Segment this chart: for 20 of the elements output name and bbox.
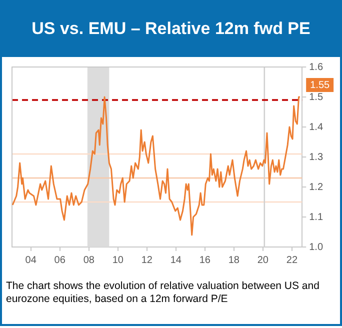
x-tick-label: 10 bbox=[112, 254, 124, 266]
x-tick-label: 06 bbox=[54, 254, 66, 266]
x-tick-label: 14 bbox=[170, 254, 182, 266]
y-tick-label: 1.0 bbox=[309, 242, 324, 253]
x-tick-label: 18 bbox=[228, 254, 240, 266]
x-tick-label: 08 bbox=[83, 254, 95, 266]
text: The chart shows the evolution of relative valuation between US and eurozone equities, based on a 12m forward P/E bbox=[6, 280, 320, 305]
x-tick-label: 22 bbox=[286, 254, 298, 266]
x-tick-label: 16 bbox=[199, 254, 211, 266]
chart-title: US vs. EMU – Relative 12m fwd PE bbox=[2, 0, 340, 57]
y-tick-label: 1.5 bbox=[309, 92, 324, 103]
y-tick-label: 1.2 bbox=[309, 182, 324, 193]
y-tick-label: 1.1 bbox=[309, 212, 324, 223]
y-tick-label: 1.3 bbox=[309, 152, 324, 163]
y-tick-label: 1.4 bbox=[309, 122, 324, 133]
x-tick-label: 12 bbox=[141, 254, 153, 266]
text: 1.55 bbox=[310, 80, 330, 91]
x-tick-label: 20 bbox=[257, 254, 269, 266]
x-tick-label: 04 bbox=[25, 254, 37, 266]
y-tick-label: 1.6 bbox=[309, 62, 324, 73]
